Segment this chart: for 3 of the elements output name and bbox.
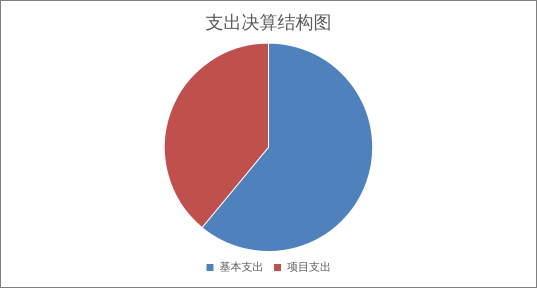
legend-label: 项目支出 — [287, 260, 331, 274]
legend-label: 基本支出 — [220, 260, 264, 274]
chart-title: 支出决算结构图 — [206, 12, 332, 34]
